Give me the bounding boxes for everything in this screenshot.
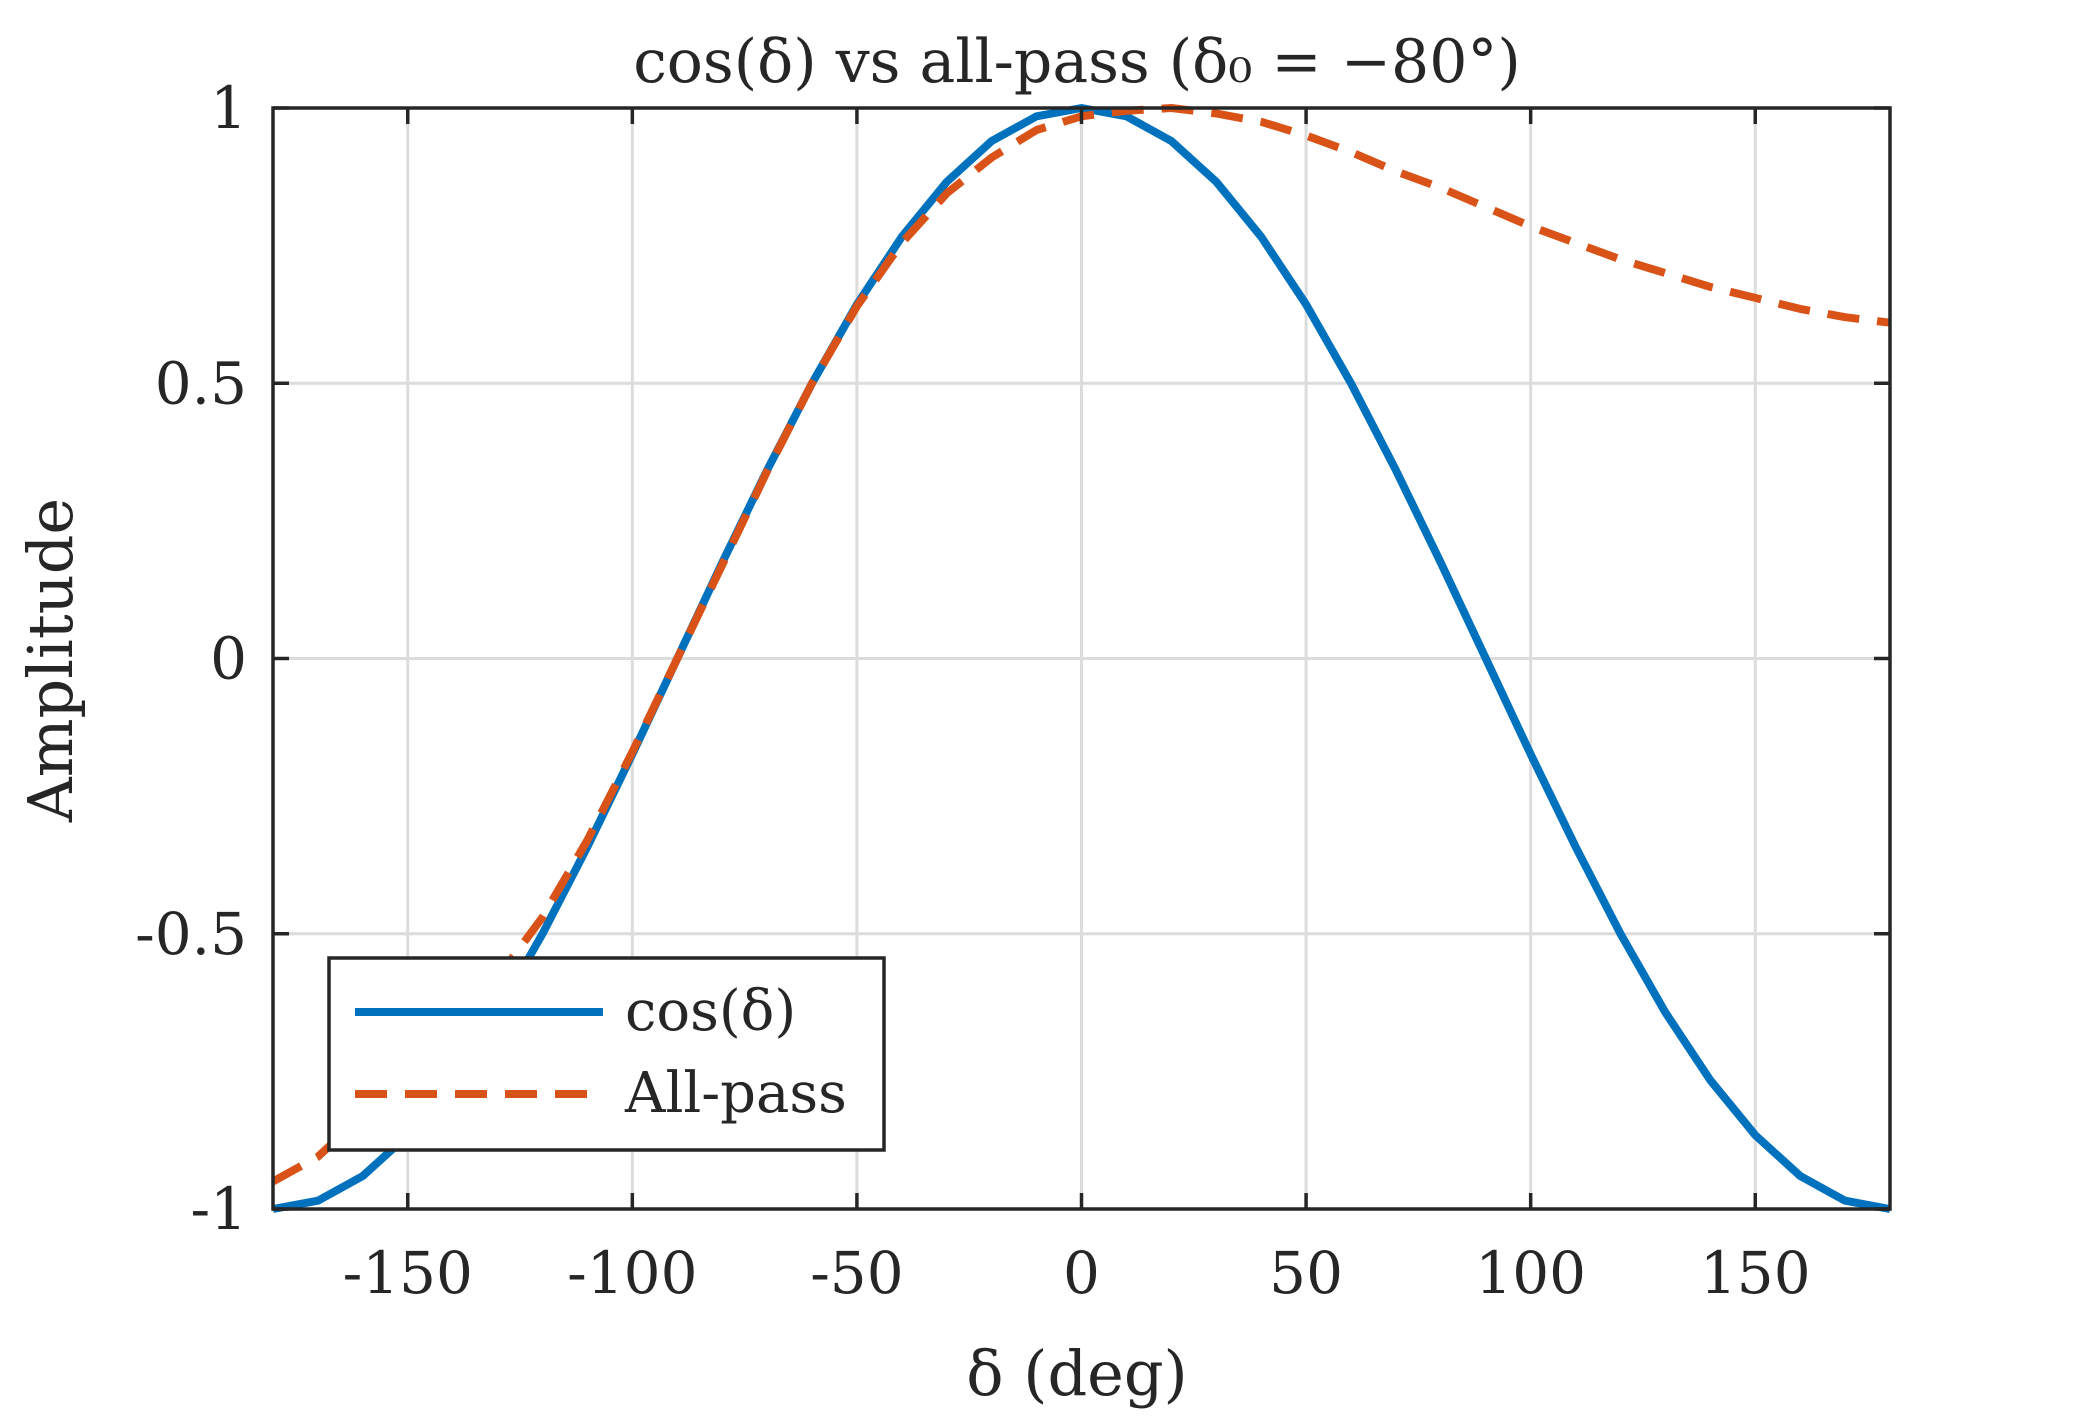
y-tick-label: 0.5 [155, 349, 247, 417]
legend-label-allpass: All-pass [624, 1061, 847, 1126]
y-tick-label: 1 [210, 74, 247, 142]
chart-title: cos(δ) vs all-pass (δ₀ = −80°) [633, 27, 1521, 97]
x-tick-label: -50 [810, 1239, 903, 1307]
y-axis-label: Amplitude [14, 498, 87, 823]
legend-label-cos: cos(δ) [625, 979, 796, 1044]
x-axis-label: δ (deg) [966, 1337, 1187, 1410]
legend: cos(δ) All-pass [327, 956, 886, 1152]
x-tick-label: 100 [1475, 1239, 1586, 1307]
y-tick-label: -1 [191, 1175, 248, 1243]
legend-box [327, 956, 886, 1152]
x-tick-label: 150 [1700, 1239, 1811, 1307]
x-tick-label: 50 [1269, 1239, 1343, 1307]
x-tick-label: -100 [567, 1239, 697, 1307]
y-tick-label: 0 [210, 625, 247, 693]
x-tick-label: 0 [1063, 1239, 1100, 1307]
y-tick-label: -0.5 [135, 900, 247, 968]
x-tick-label: -150 [343, 1239, 473, 1307]
axis-ticks: -150 -100 -50 0 50 100 150 -1 -0.5 0 0.5 1 [135, 74, 1890, 1307]
